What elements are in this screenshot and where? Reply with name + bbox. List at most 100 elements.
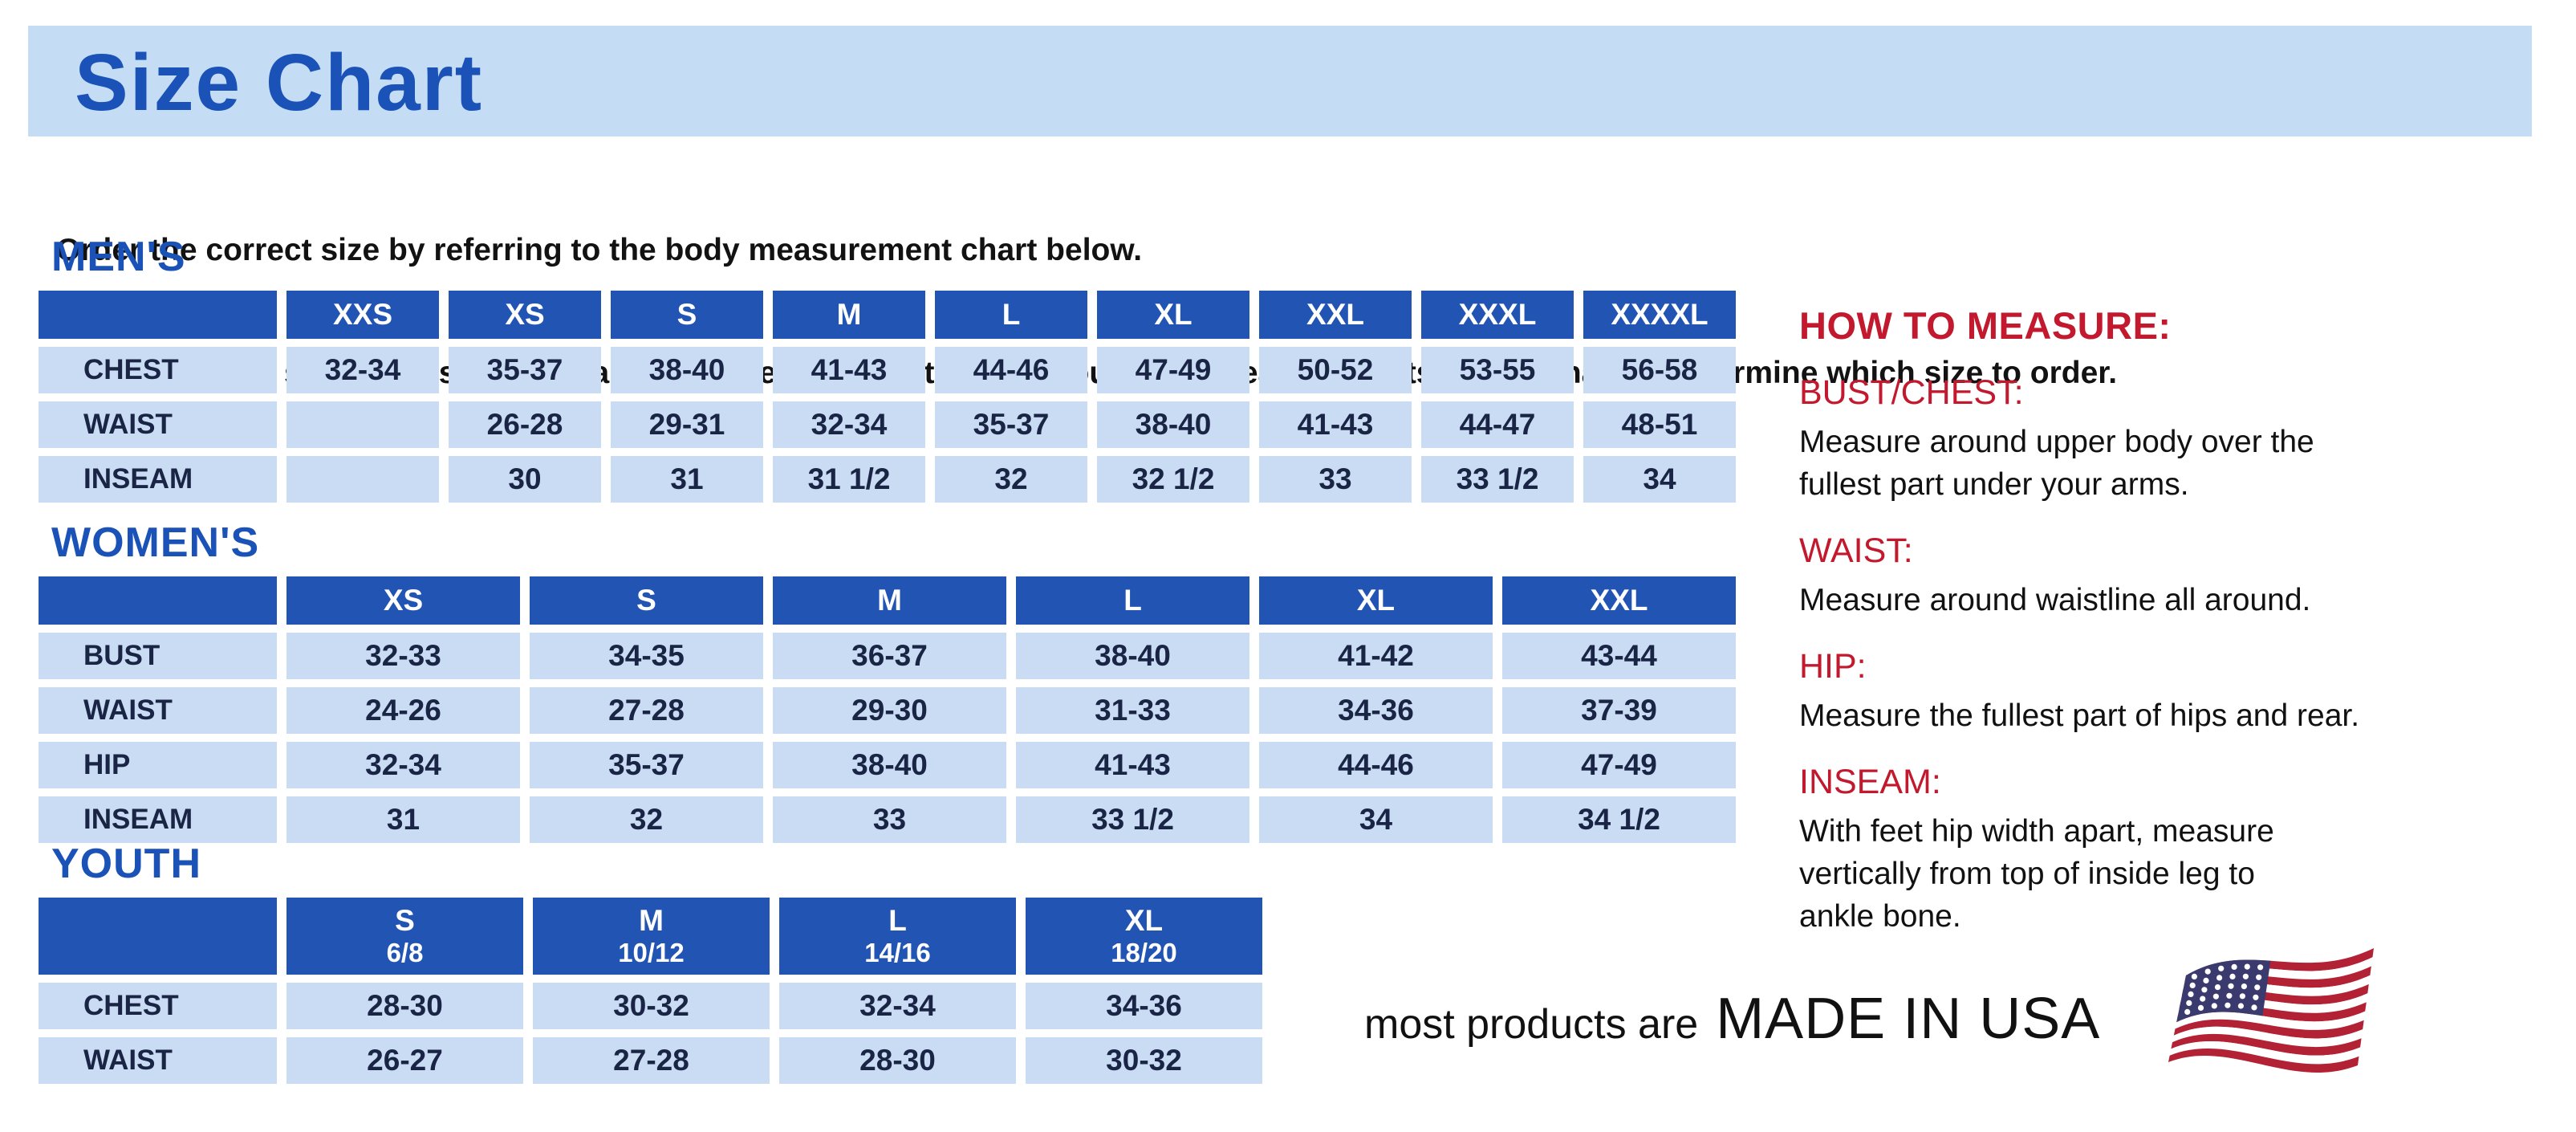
page-banner: Size Chart <box>28 26 2532 136</box>
made-in-usa: most products are MADE IN USA <box>1364 986 2100 1052</box>
value-cell: 44-46 <box>935 347 1087 393</box>
value-cell: 33 <box>1259 456 1412 503</box>
value-cell: 44-47 <box>1421 401 1574 448</box>
col-header-cell: L <box>935 291 1087 339</box>
value-cell: 33 <box>773 796 1006 843</box>
value-cell: 41-43 <box>1259 401 1412 448</box>
how-to-measure-list: BUST/CHEST: Measure around upper body ove… <box>1799 373 2505 938</box>
value-cell: 24-26 <box>286 687 520 734</box>
value-cell: 41-43 <box>1016 742 1249 788</box>
womens-section: WOMEN'S XS S M L XL XXL BUST 32-33 34-35 36-37 38-… <box>39 519 1736 843</box>
value-cell: 32-34 <box>286 742 520 788</box>
measure-item-text: Measure around upper body over the fulles… <box>1799 425 2314 502</box>
col-header-cell: L 14/16 <box>779 898 1016 975</box>
corner-cell <box>39 898 277 975</box>
value-cell: 29-30 <box>773 687 1006 734</box>
how-to-measure-panel: HOW TO MEASURE: BUST/CHEST: Measure aroun… <box>1799 303 2505 938</box>
measure-item-label: BUST/CHEST: <box>1799 373 2024 412</box>
value-cell: 34-36 <box>1259 687 1493 734</box>
value-cell: 43-44 <box>1502 633 1736 679</box>
value-cell: 26-27 <box>286 1037 523 1084</box>
col-header-cell: M 10/12 <box>533 898 770 975</box>
col-header-cell: XXXXL <box>1583 291 1736 339</box>
row-label-cell: WAIST <box>39 687 277 734</box>
youth-size-table: S 6/8 M 10/12 L 14/16 XL 18/20 CHEST 28-30 30-32 32… <box>39 898 1262 1084</box>
intro-line-1: Order the correct size by referring to t… <box>56 233 1143 267</box>
value-cell: 56-58 <box>1583 347 1736 393</box>
col-header-cell: XL <box>1259 576 1493 625</box>
row-label-cell: CHEST <box>39 347 277 393</box>
value-cell: 35-37 <box>530 742 763 788</box>
row-label-cell: WAIST <box>39 401 277 448</box>
value-cell: 41-43 <box>773 347 925 393</box>
value-cell: 30-32 <box>533 983 770 1029</box>
row-label-cell: WAIST <box>39 1037 277 1084</box>
col-header-cell: XS <box>286 576 520 625</box>
value-cell: 31-33 <box>1016 687 1249 734</box>
col-header-cell: XXL <box>1259 291 1412 339</box>
value-cell: 38-40 <box>773 742 1006 788</box>
measure-item-label: WAIST: <box>1799 531 1913 570</box>
value-cell: 32-34 <box>286 347 439 393</box>
value-cell: 34 <box>1583 456 1736 503</box>
value-cell: 28-30 <box>286 983 523 1029</box>
value-cell <box>286 456 439 503</box>
col-header-cell: S <box>530 576 763 625</box>
value-cell: 38-40 <box>611 347 763 393</box>
value-cell: 31 <box>286 796 520 843</box>
value-cell: 32 <box>935 456 1087 503</box>
measure-item-text: Measure around waistline all around. <box>1799 583 2311 617</box>
value-cell: 27-28 <box>530 687 763 734</box>
value-cell: 34 <box>1259 796 1493 843</box>
value-cell: 34-36 <box>1026 983 1262 1029</box>
value-cell: 31 1/2 <box>773 456 925 503</box>
value-cell: 36-37 <box>773 633 1006 679</box>
value-cell: 28-30 <box>779 1037 1016 1084</box>
value-cell: 32-34 <box>773 401 925 448</box>
value-cell: 34-35 <box>530 633 763 679</box>
value-cell: 31 <box>611 456 763 503</box>
value-cell: 53-55 <box>1421 347 1574 393</box>
womens-size-table: XS S M L XL XXL BUST 32-33 34-35 36-37 38-40 41-42 4… <box>39 576 1736 843</box>
measure-item-text: Measure the fullest part of hips and rea… <box>1799 698 2360 733</box>
measure-item-label: INSEAM: <box>1799 763 1941 801</box>
value-cell: 35-37 <box>449 347 601 393</box>
value-cell: 30 <box>449 456 601 503</box>
value-cell: 48-51 <box>1583 401 1736 448</box>
mens-heading: MEN'S <box>51 234 186 280</box>
value-cell: 26-28 <box>449 401 601 448</box>
col-header-cell: M <box>773 291 925 339</box>
row-label-cell: BUST <box>39 633 277 679</box>
value-cell: 41-42 <box>1259 633 1493 679</box>
youth-heading: YOUTH <box>51 841 201 887</box>
measure-item-text: With feet hip width apart, measure vertic… <box>1799 814 2274 934</box>
value-cell: 30-32 <box>1026 1037 1262 1084</box>
col-header-cell: XS <box>449 291 601 339</box>
value-cell: 32-33 <box>286 633 520 679</box>
col-header-cell: XL <box>1097 291 1249 339</box>
value-cell: 34 1/2 <box>1502 796 1736 843</box>
value-cell: 33 1/2 <box>1016 796 1249 843</box>
value-cell: 44-46 <box>1259 742 1493 788</box>
mens-size-table: XXS XS S M L XL XXL XXXL XXXXL CHEST 32-34 35-37 38-… <box>39 291 1736 503</box>
row-label-cell: INSEAM <box>39 796 277 843</box>
col-header-cell: M <box>773 576 1006 625</box>
mens-section: MEN'S XXS XS S M L XL XXL XXXL XXXXL CHEST 32-34 35… <box>39 233 1736 503</box>
value-cell <box>286 401 439 448</box>
value-cell: 32 1/2 <box>1097 456 1249 503</box>
value-cell: 38-40 <box>1016 633 1249 679</box>
made-in-usa-text: MADE IN USA <box>1716 987 2101 1051</box>
row-label-cell: INSEAM <box>39 456 277 503</box>
col-header-cell: XXXL <box>1421 291 1574 339</box>
how-to-measure-heading: HOW TO MEASURE: <box>1799 304 2172 347</box>
row-label-cell: HIP <box>39 742 277 788</box>
value-cell: 50-52 <box>1259 347 1412 393</box>
page-title: Size Chart <box>75 38 484 128</box>
col-header-cell: XXL <box>1502 576 1736 625</box>
value-cell: 47-49 <box>1502 742 1736 788</box>
made-in-usa-prefix: most products are <box>1364 1001 1699 1048</box>
measure-item-label: HIP: <box>1799 647 1867 686</box>
col-header-cell: S <box>611 291 763 339</box>
womens-heading: WOMEN'S <box>51 519 260 566</box>
corner-cell <box>39 576 277 625</box>
